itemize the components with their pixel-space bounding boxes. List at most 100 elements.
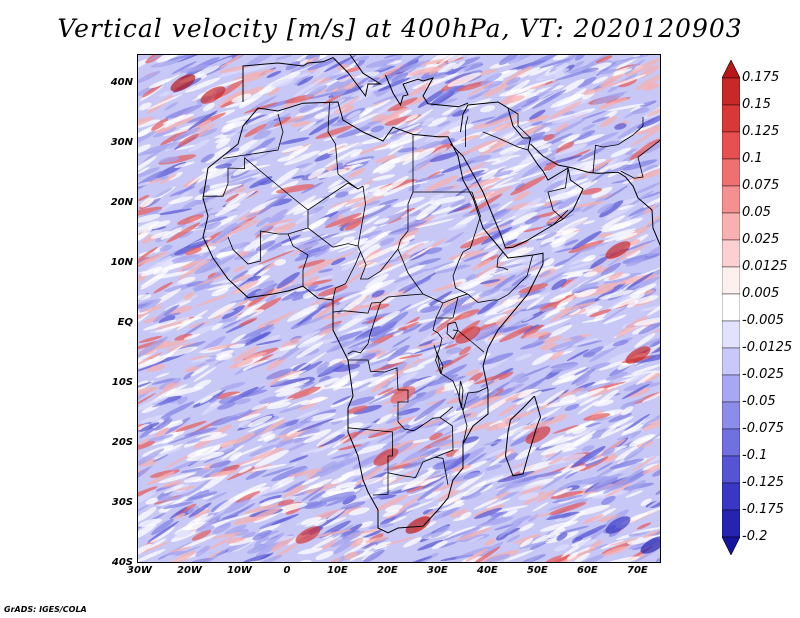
lat-tick-label: 20S: [111, 437, 133, 448]
lon-tick-label: 20W: [177, 565, 202, 576]
velocity-core: [390, 386, 416, 404]
asia-coastline: [530, 143, 660, 247]
colorbar-label: 0.005: [742, 286, 780, 301]
lon-tick-label: 30E: [427, 565, 448, 576]
border-line: [436, 296, 459, 319]
velocity-core: [200, 86, 226, 104]
lat-tick-label: 40S: [111, 557, 133, 568]
colorbar-min-triangle: [722, 536, 740, 555]
colorbar-bin: [722, 131, 740, 160]
colorbar-bin: [722, 482, 740, 511]
border-line: [462, 386, 489, 412]
lake-outline: [458, 380, 464, 409]
border-line: [592, 117, 644, 173]
lat-tick-label: EQ: [117, 317, 133, 328]
grads-credit: GrADS: IGES/COLA: [4, 605, 87, 614]
lon-tick-label: 60E: [577, 565, 598, 576]
colorbar-max-triangle: [722, 60, 740, 79]
colorbar-bin: [722, 428, 740, 457]
colorbar-label: -0.125: [742, 475, 784, 490]
colorbar-label: -0.075: [742, 421, 784, 436]
map-title: Vertical velocity [m/s] at 400hPa, VT: 2…: [57, 14, 743, 43]
velocity-core: [295, 526, 321, 544]
border-line: [227, 210, 309, 265]
colorbar-bin: [722, 158, 740, 187]
lat-tick-label: 30S: [111, 497, 133, 508]
colorbar-label: 0.075: [742, 178, 780, 193]
border-line: [307, 227, 359, 248]
lat-tick-label: 20N: [110, 197, 133, 208]
colorbar-label: -0.05: [742, 394, 776, 409]
velocity-core: [625, 346, 651, 364]
velocity-core: [640, 536, 660, 554]
border-line: [452, 191, 481, 295]
border-line: [347, 302, 381, 355]
border-line: [327, 102, 336, 145]
map-plot-area: [137, 54, 661, 563]
colorbar-bin: [722, 374, 740, 403]
colorbar-label: 0.0125: [742, 259, 788, 274]
lake-outline: [433, 344, 444, 374]
lon-tick-label: 20E: [377, 565, 398, 576]
colorbar-bin: [722, 77, 740, 106]
colorbar-bin: [722, 104, 740, 133]
border-line: [222, 113, 284, 159]
border-line: [452, 329, 485, 353]
lon-tick-label: 70E: [627, 565, 648, 576]
lon-tick-label: 10W: [227, 565, 252, 576]
colorbar-bin: [722, 185, 740, 214]
colorbar-label: 0.05: [742, 205, 771, 220]
lon-tick-label: 40E: [477, 565, 498, 576]
colorbar: [722, 60, 740, 555]
border-line: [387, 456, 449, 485]
velocity-core: [170, 74, 196, 92]
colorbar-label: 0.15: [742, 97, 771, 112]
colorbar-label: -0.0125: [742, 340, 793, 355]
colorbar-label: 0.125: [742, 124, 780, 139]
colorbar-label: -0.1: [742, 448, 768, 463]
lon-tick-label: 50E: [527, 565, 548, 576]
colorbar-bin: [722, 347, 740, 376]
border-line: [357, 185, 399, 280]
europe-coastline: [242, 55, 383, 102]
lat-tick-label: 30N: [110, 137, 133, 148]
lon-tick-label: 10E: [327, 565, 348, 576]
border-line: [496, 251, 509, 271]
colorbar-label: -0.005: [742, 313, 784, 328]
border-line: [332, 293, 424, 314]
colorbar-bin: [722, 293, 740, 322]
mediterranean-coastline: [385, 74, 469, 108]
colorbar-bin: [722, 455, 740, 484]
border-line: [332, 251, 361, 301]
border-line: [547, 167, 569, 220]
colorbar-label: -0.2: [742, 529, 768, 544]
lake-outline: [446, 321, 459, 340]
colorbar-label: 0.1: [742, 151, 763, 166]
colorbar-bin: [722, 212, 740, 241]
colorbar-bin: [722, 266, 740, 295]
border-line: [434, 417, 454, 458]
border-line: [397, 191, 533, 304]
velocity-core: [455, 326, 481, 344]
lat-tick-label: 40N: [110, 77, 133, 88]
border-line: [465, 116, 469, 147]
border-line: [507, 107, 531, 139]
border-line: [203, 157, 245, 197]
border-line: [335, 143, 359, 190]
colorbar-label: -0.175: [742, 502, 784, 517]
lon-tick-label: 0: [283, 565, 291, 576]
velocity-core: [405, 516, 431, 534]
border-line: [620, 139, 660, 179]
colorbar-label: 0.175: [742, 70, 780, 85]
field-streaks: [138, 55, 660, 562]
colorbar-bin: [722, 239, 740, 268]
lon-tick-label: 30W: [127, 565, 152, 576]
velocity-core: [605, 516, 631, 534]
africa-coastline: [202, 101, 544, 534]
border-line: [348, 359, 454, 432]
colorbar-bin: [722, 509, 740, 538]
vertical-velocity-field: [138, 55, 660, 562]
lat-tick-label: 10S: [111, 377, 133, 388]
velocity-core: [605, 241, 631, 259]
border-line: [482, 131, 529, 151]
